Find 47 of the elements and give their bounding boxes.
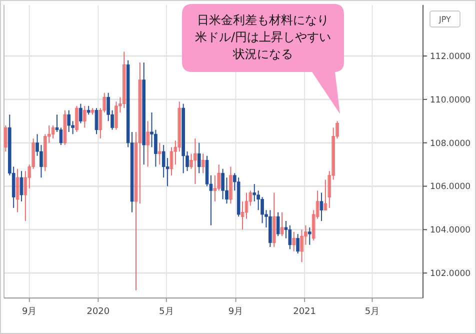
candlestick [320,192,324,222]
candlestick [201,153,205,174]
candlestick [276,212,280,237]
candlestick [300,229,304,263]
y-tick-label: 108.0000 [430,138,471,149]
candlestick [51,124,55,139]
candlestick [205,155,209,187]
x-tick-label: 2021 [293,307,316,317]
candlestick [296,233,300,254]
y-tick-label: 102.0000 [430,269,471,280]
candlestick [79,103,82,124]
candlestick [244,192,248,220]
y-tick-label: 112.0000 [430,52,471,62]
candlestick [194,138,197,185]
x-tick-label: 2020 [86,307,110,317]
candlestick [252,184,256,202]
candlestick [4,124,8,152]
candlestick [24,170,28,222]
candlestick [146,120,150,168]
candlestick [82,105,86,128]
x-tick-label: 5月 [364,307,380,317]
candlestick [324,179,328,211]
candlestick [67,110,70,132]
x-tick-label: 9月 [228,307,244,317]
candlestick [213,174,217,202]
candlestick [292,231,296,252]
candlestick [229,166,232,204]
x-tick-label: 5月 [159,307,174,317]
y-tick-label: 104.0000 [430,226,471,236]
candlestick [288,224,292,250]
candlestick [280,212,284,237]
candlestick [20,170,24,202]
y-tick-label: 106.0000 [430,182,471,192]
annotation: 日米金利差も材料になり米ドル/円は上昇しやすい状況になる [194,13,332,61]
x-tick-label: 9月 [22,307,37,317]
candlestick [221,168,224,200]
candlestick [16,168,20,213]
text: JPY [438,15,452,24]
candlestick [197,142,201,174]
candlestick [75,105,78,132]
candlestick [154,129,158,168]
candlestick [158,142,162,166]
candlestick [94,108,98,135]
y-tick-label: 110.0000 [430,95,471,106]
candlestick [170,146,174,176]
candlestick [308,226,312,246]
candlestick [114,101,118,130]
